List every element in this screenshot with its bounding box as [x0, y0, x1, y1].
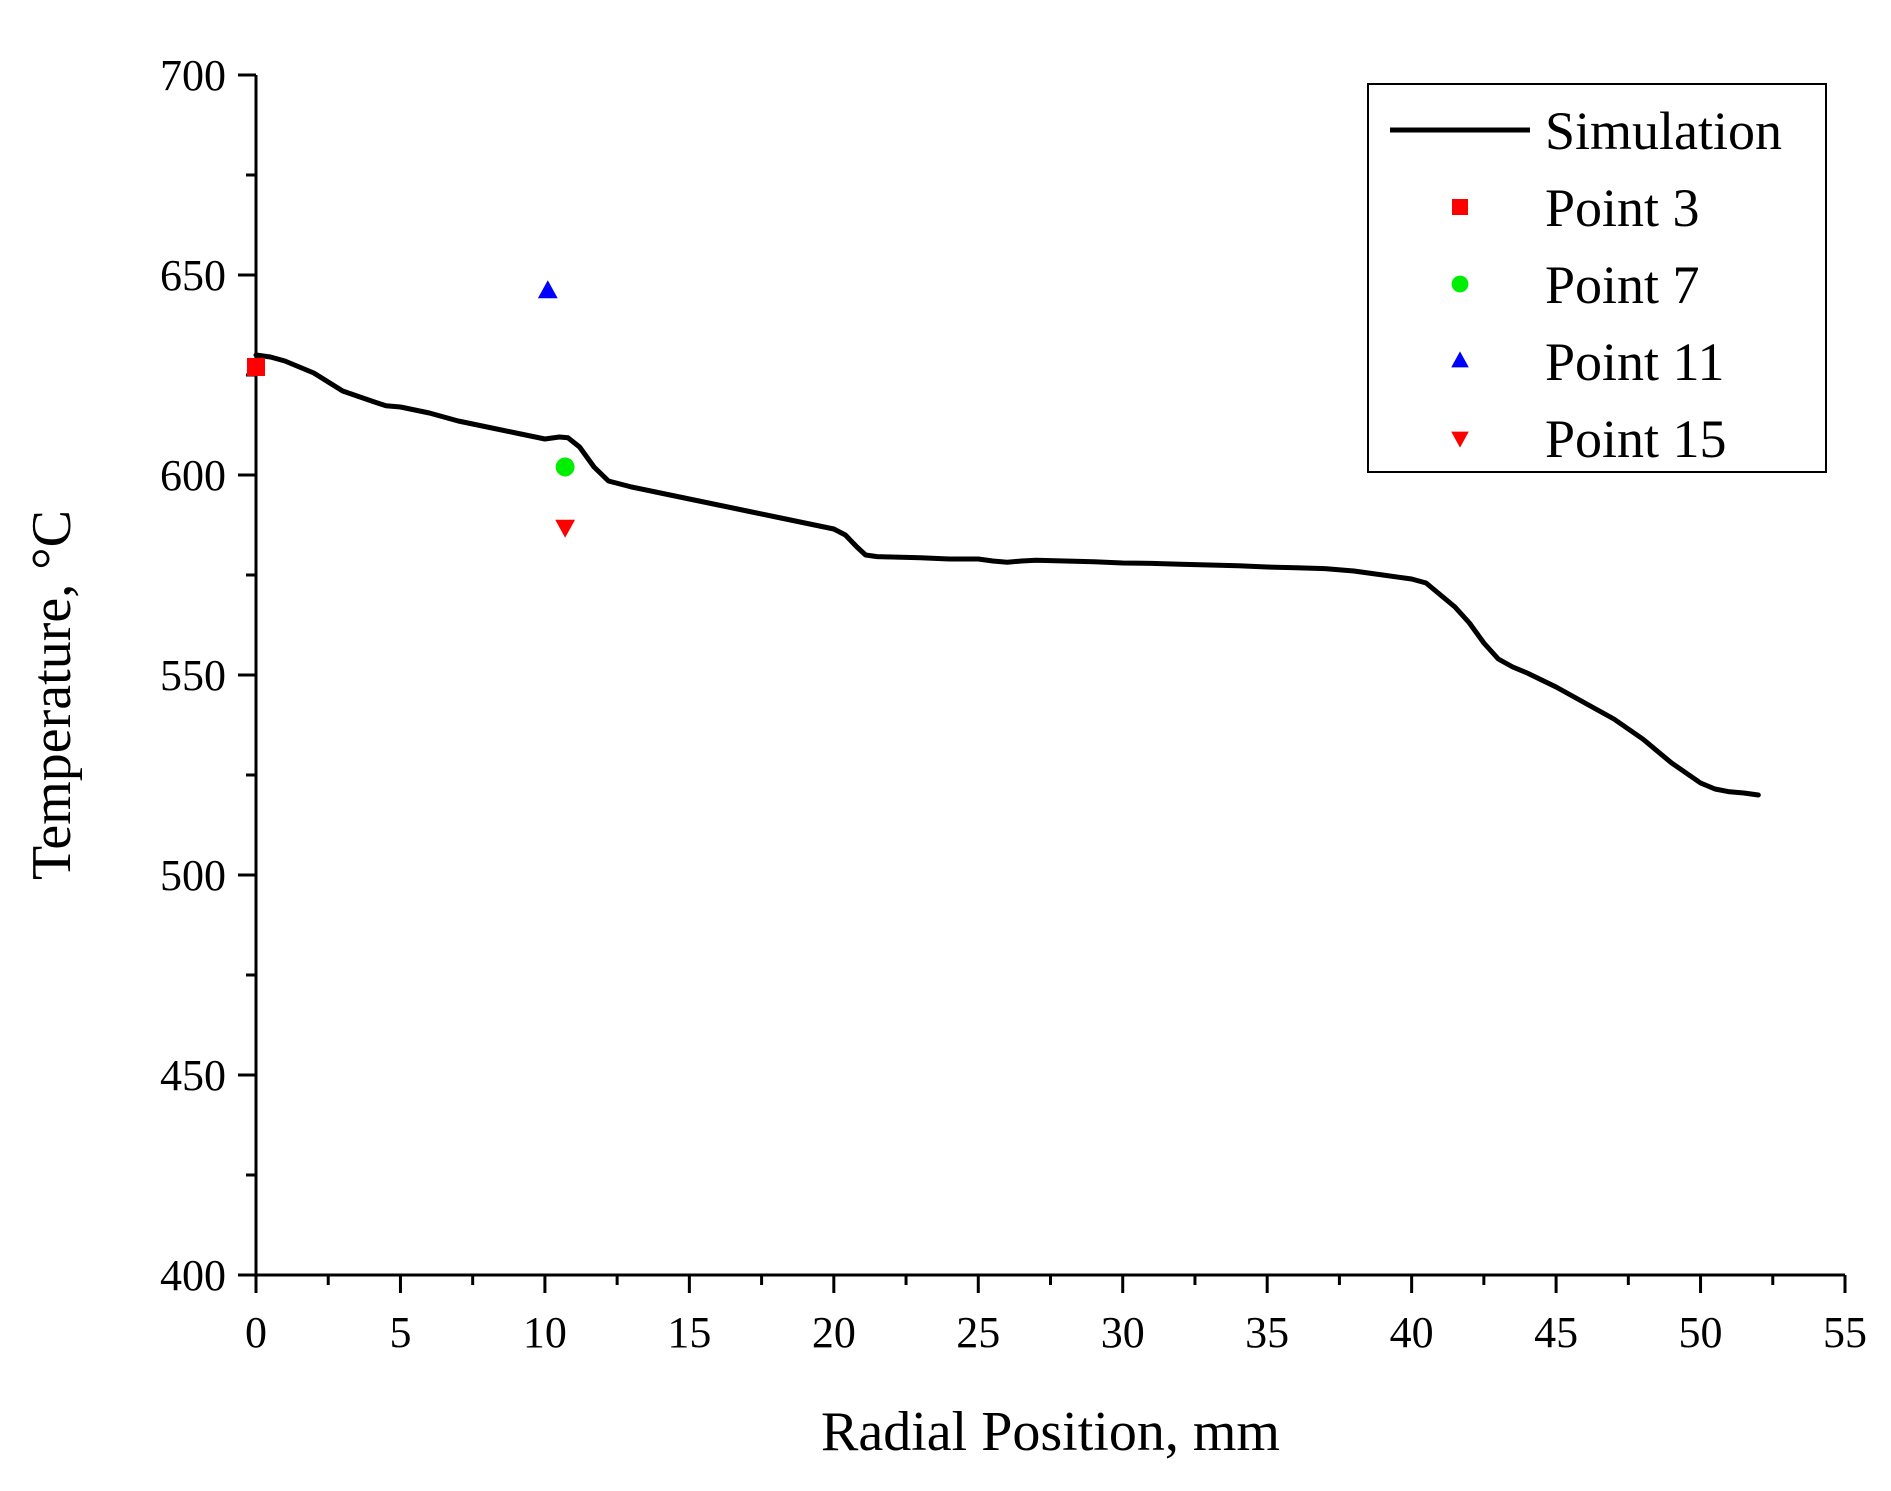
- x-tick-label: 5: [389, 1308, 411, 1357]
- point-3-marker: [247, 358, 265, 376]
- point-7-marker: [555, 457, 575, 477]
- legend-box: [1367, 83, 1827, 473]
- legend-entries: Simulation Point 3 Point 7 Point 11 Point 15: [1390, 101, 1782, 469]
- y-ticks: 400 450 500 550 600 650 700: [160, 51, 256, 1300]
- x-tick-label: 30: [1101, 1308, 1145, 1357]
- legend-label-point-11: Point 11: [1545, 332, 1725, 392]
- legend-label-point-7: Point 7: [1545, 255, 1700, 315]
- y-tick-label: 650: [160, 251, 226, 300]
- x-tick-label: 45: [1534, 1308, 1578, 1357]
- x-tick-label: 35: [1245, 1308, 1289, 1357]
- legend-label-point-3: Point 3: [1545, 178, 1700, 238]
- x-tick-label: 55: [1823, 1308, 1867, 1357]
- legend-label-point-15: Point 15: [1545, 409, 1727, 469]
- y-tick-label: 550: [160, 651, 226, 700]
- x-tick-label: 25: [956, 1308, 1000, 1357]
- x-axis-title: Radial Position, mm: [821, 1401, 1280, 1463]
- y-tick-label: 450: [160, 1051, 226, 1100]
- x-tick-label: 20: [812, 1308, 856, 1357]
- point-15-marker: [555, 519, 576, 538]
- x-ticks: 0 5 10 15 20 25 30 35 40 45 50 55: [245, 1275, 1867, 1357]
- x-tick-label: 10: [523, 1308, 567, 1357]
- legend-swatch-point-7: [1451, 275, 1469, 293]
- point-11-marker: [537, 280, 558, 299]
- legend-swatch-point-15: [1451, 431, 1469, 448]
- legend-swatch-point-11: [1451, 351, 1469, 368]
- x-tick-label: 0: [245, 1308, 267, 1357]
- x-tick-label: 15: [667, 1308, 711, 1357]
- y-tick-label: 500: [160, 851, 226, 900]
- y-tick-label: 700: [160, 51, 226, 100]
- simulation-line: [253, 352, 1761, 798]
- x-tick-label: 40: [1390, 1308, 1434, 1357]
- y-tick-label: 600: [160, 451, 226, 500]
- y-axis-title: Temperature, °C: [21, 510, 83, 880]
- legend-label-simulation: Simulation: [1545, 101, 1782, 161]
- series-layer: [247, 280, 1761, 798]
- legend-swatch-point-3: [1452, 199, 1468, 215]
- y-tick-label: 400: [160, 1251, 226, 1300]
- legend: Simulation Point 3 Point 7 Point 11 Point 15: [1367, 83, 1827, 473]
- x-tick-label: 50: [1679, 1308, 1723, 1357]
- plot-area: 0 5 10 15 20 25 30 35 40 45 50 55 400 450 500 550 600 65…: [160, 51, 1867, 1357]
